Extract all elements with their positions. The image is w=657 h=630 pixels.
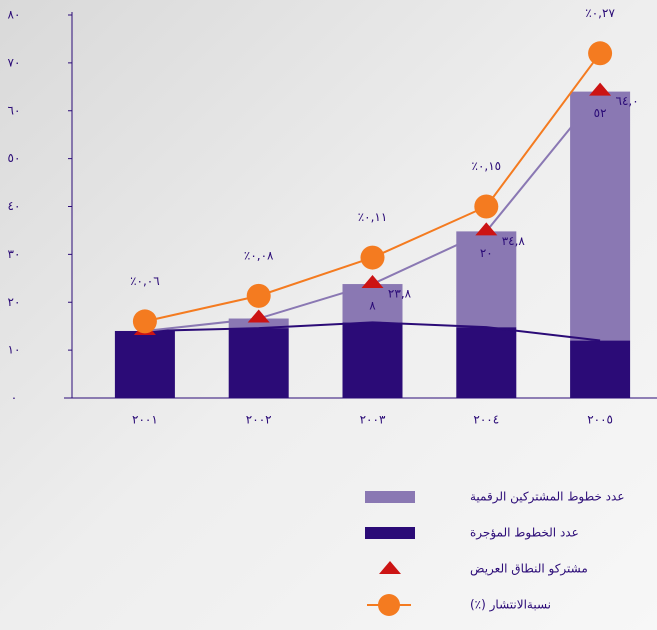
bar [342,322,403,398]
triangle-marker [589,82,612,96]
legend-label: عدد خطوط المشتركين الرقمية [470,490,625,505]
value-label: ٣٤,٨ [502,234,526,248]
y-tick-label: ٠ [11,391,17,405]
y-tick-label: ٦٠ [8,103,21,117]
legend-swatch [365,527,415,539]
value-label: ٦٤,٠ [616,94,639,108]
value-label: ٪٠,١٥ [471,159,501,173]
legend-label: نسبةالانتشار (٪) [470,598,551,613]
circle-marker [474,194,499,219]
bar [456,231,517,328]
circle-marker [588,41,613,66]
line [144,321,601,342]
value-label: ٪٠,٠٦ [130,274,160,288]
value-label: ٪٠,٢٧ [585,6,615,20]
x-tick-label: ٢٠٠٢ [246,413,272,427]
x-tick-label: ٢٠٠٣ [360,413,386,427]
value-label: ٨ [369,299,376,313]
legend-swatch [379,561,401,574]
triangle-marker [475,222,498,236]
circle-marker [132,309,157,334]
value-label: ٥٢ [594,106,607,120]
bar [570,340,631,398]
value-label: ٪٠,٠٨ [244,248,274,262]
value-label: ٢٠ [480,246,493,260]
legend-swatch [378,594,400,616]
y-tick-label: ٢٠ [8,295,21,309]
y-tick-label: ٥٠ [8,151,21,165]
bar [228,318,289,329]
y-tick-label: ٨٠ [8,8,21,22]
y-tick-label: ٧٠ [8,55,21,69]
triangle-marker [361,275,384,289]
bar [456,327,517,398]
x-tick-label: ٢٠٠٤ [473,413,499,427]
legend-label: عدد الخطوط المؤجرة [470,526,579,541]
bar [570,91,631,341]
bar [228,328,289,398]
triangle-marker [247,309,270,323]
y-tick-label: ٤٠ [8,199,21,213]
circle-marker [360,245,385,270]
value-label: ٢٣,٨ [388,287,412,301]
legend-label: مشتركو النطاق العريض [470,562,588,577]
bar [114,330,175,398]
value-label: ٪٠,١١ [358,210,388,224]
y-tick-label: ١٠ [8,343,21,357]
x-tick-label: ٢٠٠١ [132,413,158,427]
circle-marker [246,283,271,308]
x-tick-label: ٢٠٠٥ [587,413,613,427]
legend-swatch [365,491,415,503]
y-tick-label: ٣٠ [8,247,21,261]
